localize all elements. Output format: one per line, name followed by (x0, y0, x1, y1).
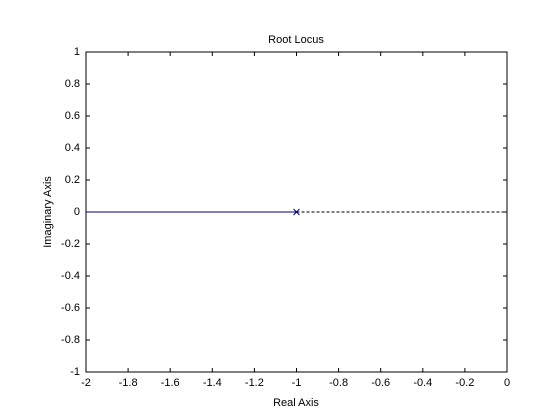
y-tick-label: 0.2 (65, 174, 80, 186)
x-tick-label: -0.8 (329, 377, 348, 389)
x-tick-label: -0.6 (371, 377, 390, 389)
pole-marker (293, 208, 300, 216)
y-tick-label: 0.6 (65, 110, 80, 122)
y-tick-label: -0.4 (61, 270, 80, 282)
y-tick-label: -0.8 (61, 334, 80, 346)
x-tick-label: -1.6 (161, 377, 180, 389)
y-tick-label: 0.4 (65, 142, 80, 154)
x-tick-label: -1 (292, 377, 302, 389)
y-tick-label: -0.2 (61, 238, 80, 250)
x-tick-label: -1.8 (119, 377, 138, 389)
x-axis-label: Real Axis (273, 397, 319, 409)
y-axis-label: Imaginary Axis (42, 176, 54, 248)
y-tick-label: 1 (74, 46, 80, 58)
x-tick-label: -2 (81, 377, 91, 389)
x-tick-label: -1.4 (203, 377, 222, 389)
x-tick-label: -0.4 (413, 377, 432, 389)
x-tick-label: -1.2 (245, 377, 264, 389)
chart-title: Root Locus (268, 34, 324, 46)
y-tick-label: 0.8 (65, 78, 80, 90)
x-tick-label: -0.2 (455, 377, 474, 389)
y-tick-label: -0.6 (61, 302, 80, 314)
x-tick-label: 0 (504, 377, 510, 389)
y-tick-label: 0 (74, 206, 80, 218)
y-tick-label: -1 (70, 366, 80, 378)
